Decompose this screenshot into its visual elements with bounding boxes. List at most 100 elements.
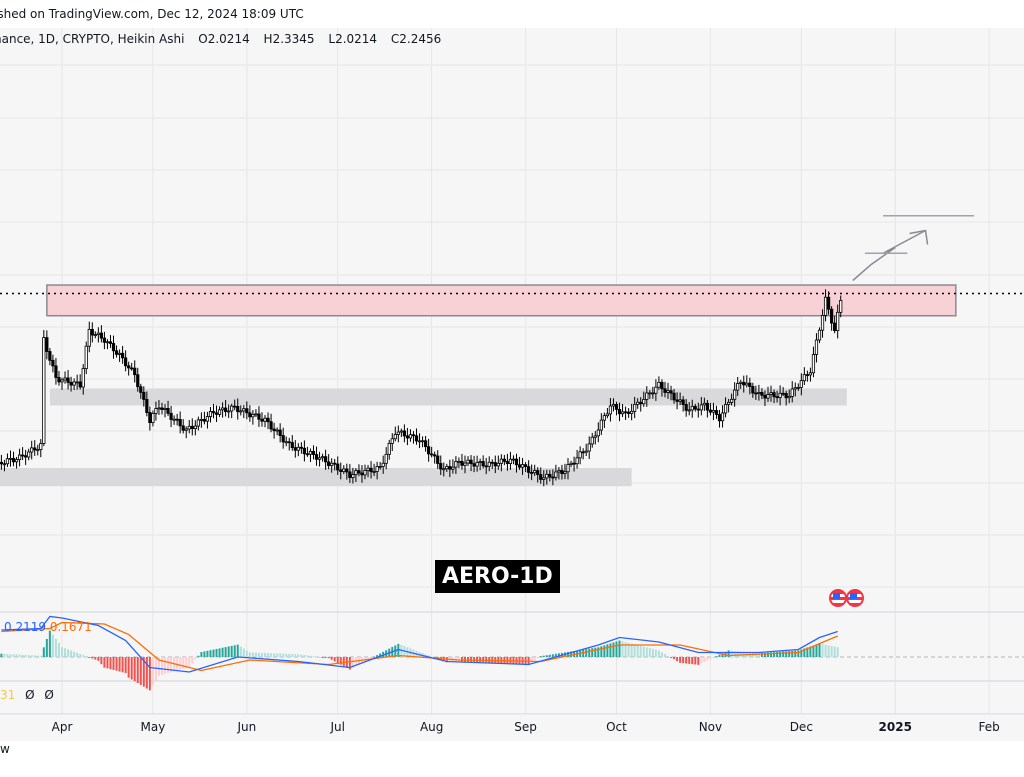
macd-histogram-bar [179, 657, 182, 670]
candle-body [451, 466, 455, 470]
candle-body [669, 390, 673, 394]
candle-body [411, 434, 416, 437]
candle-body [663, 388, 667, 393]
candle-body [602, 415, 606, 421]
candle-body [224, 407, 228, 412]
macd-histogram-bar [703, 657, 706, 662]
macd-histogram-bar [79, 653, 82, 657]
candle-body [145, 399, 149, 413]
candle-body [536, 470, 540, 475]
macd-histogram-bar [763, 652, 766, 657]
candle-body [717, 414, 722, 422]
macd-histogram-bar [618, 640, 621, 657]
macd-histogram-bar [460, 657, 463, 662]
candle-body [723, 404, 728, 414]
candle-body [230, 405, 234, 412]
candle-body [354, 470, 358, 475]
candle-body [578, 451, 582, 459]
candle-body [163, 407, 167, 410]
macd-histogram-bar [54, 638, 57, 657]
candle-body [351, 474, 355, 478]
time-axis[interactable]: Apr May Jun Jul Aug Sep Oct Nov Dec 2025 Feb [0, 715, 1024, 741]
macd-histogram-bar [264, 652, 267, 657]
macd-histogram-bar [300, 654, 303, 657]
candle-body [808, 372, 813, 376]
macd-histogram-bar [109, 657, 112, 670]
symbol-legend: nance, 1D, CRYPTO, Heikin Ashi O2.0214 H… [0, 32, 451, 46]
macd-histogram-bar [779, 651, 782, 657]
macd-histogram-bar [309, 655, 312, 657]
candle-body [21, 454, 25, 457]
macd-histogram-bar [570, 651, 573, 657]
macd-histogram-bar [282, 653, 285, 657]
candle-body [260, 418, 264, 422]
candle-body [48, 351, 52, 361]
macd-histogram-bar [33, 655, 36, 657]
macd-histogram-bar [760, 653, 763, 657]
macd-histogram-bar [485, 657, 488, 663]
macd-histogram-bar [830, 645, 833, 657]
candle-body [211, 411, 216, 414]
macd-histogram-bar [76, 652, 79, 657]
candle-body [142, 391, 146, 400]
candle-body [239, 410, 243, 413]
macd-histogram-bar [257, 652, 260, 657]
candle-body [414, 435, 419, 442]
macd-histogram-bar [506, 657, 509, 664]
macd-histogram-bar [642, 646, 645, 657]
zone-support-2 [0, 468, 632, 487]
macd-histogram-bar [582, 649, 585, 657]
macd-histogram-bar [633, 644, 636, 657]
macd-histogram-bar [397, 643, 400, 657]
us-flag-event-icon[interactable] [846, 589, 864, 607]
macd-histogram-bar [133, 657, 136, 682]
symbol-info: nance, 1D, CRYPTO, Heikin Ashi [0, 32, 185, 46]
candle-body [469, 459, 473, 465]
macd-histogram-bar [757, 653, 760, 657]
macd-histogram-bar [267, 653, 270, 657]
macd-histogram-bar [482, 657, 485, 663]
candle-body [184, 428, 188, 431]
candle-body [790, 388, 794, 397]
macd-histogram-bar [212, 649, 215, 657]
candle-body [405, 435, 410, 439]
macd-histogram-bar [433, 657, 436, 658]
macd-histogram-bar [782, 651, 785, 657]
candle-body [542, 477, 546, 480]
candle-body [457, 460, 461, 463]
candle-body [308, 451, 313, 455]
candle-body [633, 403, 637, 412]
candle-body [545, 473, 549, 479]
candle-body [460, 460, 464, 466]
candle-body [681, 399, 685, 405]
macd-histogram-bar [182, 657, 185, 669]
candle-body [826, 296, 831, 310]
macd-histogram-bar [339, 657, 342, 665]
candle-body [172, 418, 176, 421]
candle-body [430, 453, 434, 456]
signal-value: 0.1671 [49, 620, 92, 634]
macd-histogram-bar [551, 654, 554, 657]
candle-body [763, 394, 767, 399]
macd-histogram-bar [354, 657, 357, 667]
candle-body [672, 392, 676, 401]
macd-histogram-bar [197, 655, 200, 657]
candle-body [336, 463, 340, 471]
candle-body [251, 414, 255, 418]
candle-body [290, 442, 294, 449]
macd-histogram-bar [230, 645, 233, 657]
macd-histogram-bar [103, 657, 106, 668]
candle-body [190, 425, 194, 429]
candle-body [608, 405, 613, 415]
candle-body [442, 468, 446, 471]
candle-body [736, 383, 740, 391]
candle-body [136, 374, 140, 388]
us-flag-event-icon[interactable] [829, 589, 847, 607]
candle-body [772, 392, 776, 398]
candle-body [293, 447, 297, 451]
candle-body [375, 466, 379, 472]
macd-histogram-bar [245, 650, 248, 657]
candle-body [263, 417, 267, 422]
macd-histogram-bar [645, 647, 648, 657]
